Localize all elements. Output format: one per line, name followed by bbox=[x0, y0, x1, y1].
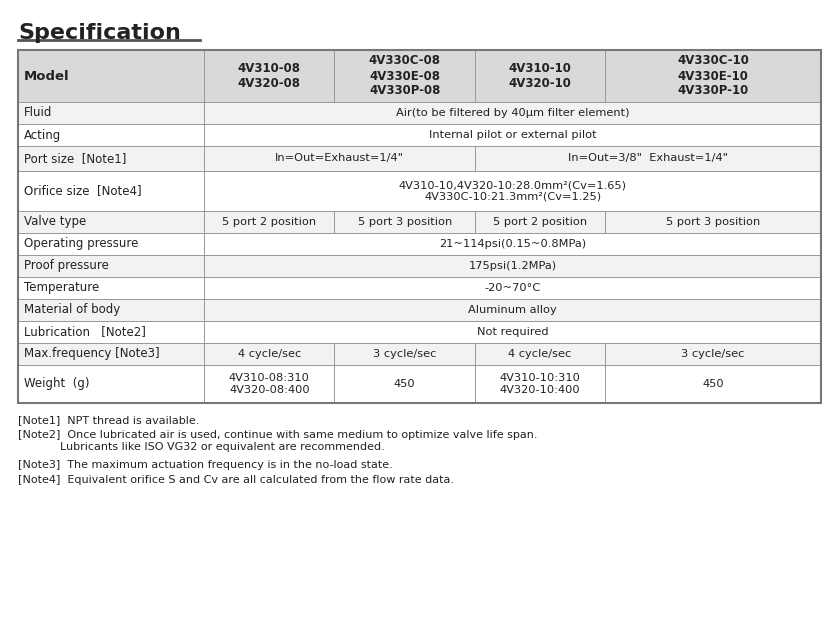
Text: Material of body: Material of body bbox=[24, 304, 120, 316]
Text: [Note1]  NPT thread is available.: [Note1] NPT thread is available. bbox=[18, 415, 200, 425]
Text: [Note3]  The maximum actuation frequency is in the no-load state.: [Note3] The maximum actuation frequency … bbox=[18, 460, 393, 470]
Text: 5 port 3 position: 5 port 3 position bbox=[357, 217, 451, 227]
Text: Valve type: Valve type bbox=[24, 216, 86, 228]
Text: Internal pilot or external pilot: Internal pilot or external pilot bbox=[429, 130, 597, 140]
Text: 4V310-08
4V320-08: 4V310-08 4V320-08 bbox=[237, 62, 301, 90]
Text: In=Out=Exhaust=1/4": In=Out=Exhaust=1/4" bbox=[275, 154, 404, 163]
Bar bbox=[204, 211, 335, 233]
Text: 5 port 3 position: 5 port 3 position bbox=[666, 217, 760, 227]
Bar bbox=[18, 124, 204, 146]
Text: Orifice size  [Note4]: Orifice size [Note4] bbox=[24, 184, 142, 198]
Text: Model: Model bbox=[24, 70, 70, 82]
Text: In=Out=3/8"  Exhaust=1/4": In=Out=3/8" Exhaust=1/4" bbox=[568, 154, 728, 163]
Bar bbox=[335, 365, 475, 403]
Bar bbox=[18, 299, 204, 321]
Bar bbox=[18, 50, 204, 102]
Bar bbox=[335, 343, 475, 365]
Text: 175psi(1.2MPa): 175psi(1.2MPa) bbox=[469, 261, 557, 271]
Text: 4V330C-10
4V330E-10
4V330P-10: 4V330C-10 4V330E-10 4V330P-10 bbox=[677, 54, 749, 98]
Text: 450: 450 bbox=[393, 379, 415, 389]
Bar bbox=[18, 343, 204, 365]
Bar bbox=[18, 321, 204, 343]
Bar bbox=[204, 343, 335, 365]
Text: 3 cycle/sec: 3 cycle/sec bbox=[681, 349, 745, 359]
Text: Weight  (g): Weight (g) bbox=[24, 378, 90, 390]
Text: Air(to be filtered by 40μm filter element): Air(to be filtered by 40μm filter elemen… bbox=[396, 108, 629, 118]
Bar bbox=[605, 343, 821, 365]
Text: [Note4]  Equivalent orifice S and Cv are all calculated from the flow rate data.: [Note4] Equivalent orifice S and Cv are … bbox=[18, 475, 454, 485]
Bar bbox=[204, 124, 821, 146]
Text: 4V310-10,4V320-10:28.0mm²(Cv=1.65)
4V330C-10:21.3mm²(Cv=1.25): 4V310-10,4V320-10:28.0mm²(Cv=1.65) 4V330… bbox=[399, 180, 627, 202]
Bar bbox=[18, 50, 821, 403]
Text: Lubrication   [Note2]: Lubrication [Note2] bbox=[24, 325, 146, 339]
Text: 450: 450 bbox=[702, 379, 724, 389]
Text: 5 port 2 position: 5 port 2 position bbox=[492, 217, 587, 227]
Text: -20~70°C: -20~70°C bbox=[485, 283, 541, 293]
Bar bbox=[18, 255, 204, 277]
Bar bbox=[204, 299, 821, 321]
Text: Temperature: Temperature bbox=[24, 281, 99, 295]
Bar bbox=[475, 343, 605, 365]
Bar bbox=[18, 233, 204, 255]
Text: 21~114psi(0.15~0.8MPa): 21~114psi(0.15~0.8MPa) bbox=[439, 239, 586, 249]
Text: Operating pressure: Operating pressure bbox=[24, 237, 138, 251]
Bar bbox=[204, 233, 821, 255]
Bar bbox=[605, 50, 821, 102]
Bar bbox=[204, 365, 335, 403]
Text: Not required: Not required bbox=[477, 327, 549, 337]
Bar bbox=[204, 146, 475, 171]
Text: Max.frequency [Note3]: Max.frequency [Note3] bbox=[24, 348, 159, 360]
Text: 4 cycle/sec: 4 cycle/sec bbox=[237, 349, 301, 359]
Text: 4V310-10
4V320-10: 4V310-10 4V320-10 bbox=[508, 62, 571, 90]
Bar bbox=[475, 365, 605, 403]
Text: Fluid: Fluid bbox=[24, 107, 52, 119]
Text: 4V310-08:310
4V320-08:400: 4V310-08:310 4V320-08:400 bbox=[229, 373, 310, 395]
Bar bbox=[204, 171, 821, 211]
Bar bbox=[18, 277, 204, 299]
Text: Acting: Acting bbox=[24, 128, 61, 142]
Bar bbox=[204, 102, 821, 124]
Bar bbox=[335, 211, 475, 233]
Bar bbox=[475, 211, 605, 233]
Bar bbox=[18, 146, 204, 171]
Bar bbox=[18, 171, 204, 211]
Text: 3 cycle/sec: 3 cycle/sec bbox=[373, 349, 436, 359]
Text: Aluminum alloy: Aluminum alloy bbox=[468, 305, 557, 315]
Bar bbox=[204, 255, 821, 277]
Text: 4 cycle/sec: 4 cycle/sec bbox=[508, 349, 571, 359]
Text: Port size  [Note1]: Port size [Note1] bbox=[24, 152, 127, 165]
Bar bbox=[204, 50, 335, 102]
Bar bbox=[475, 50, 605, 102]
Bar bbox=[605, 365, 821, 403]
Bar bbox=[18, 102, 204, 124]
Bar bbox=[475, 146, 821, 171]
Text: [Note2]  Once lubricated air is used, continue with same medium to optimize valv: [Note2] Once lubricated air is used, con… bbox=[18, 430, 538, 452]
Bar bbox=[204, 321, 821, 343]
Text: Specification: Specification bbox=[18, 23, 181, 43]
Bar bbox=[18, 211, 204, 233]
Bar bbox=[204, 277, 821, 299]
Bar bbox=[335, 50, 475, 102]
Text: 4V330C-08
4V330E-08
4V330P-08: 4V330C-08 4V330E-08 4V330P-08 bbox=[368, 54, 440, 98]
Bar bbox=[18, 365, 204, 403]
Text: 5 port 2 position: 5 port 2 position bbox=[222, 217, 316, 227]
Bar bbox=[605, 211, 821, 233]
Text: Proof pressure: Proof pressure bbox=[24, 260, 109, 272]
Text: 4V310-10:310
4V320-10:400: 4V310-10:310 4V320-10:400 bbox=[499, 373, 581, 395]
